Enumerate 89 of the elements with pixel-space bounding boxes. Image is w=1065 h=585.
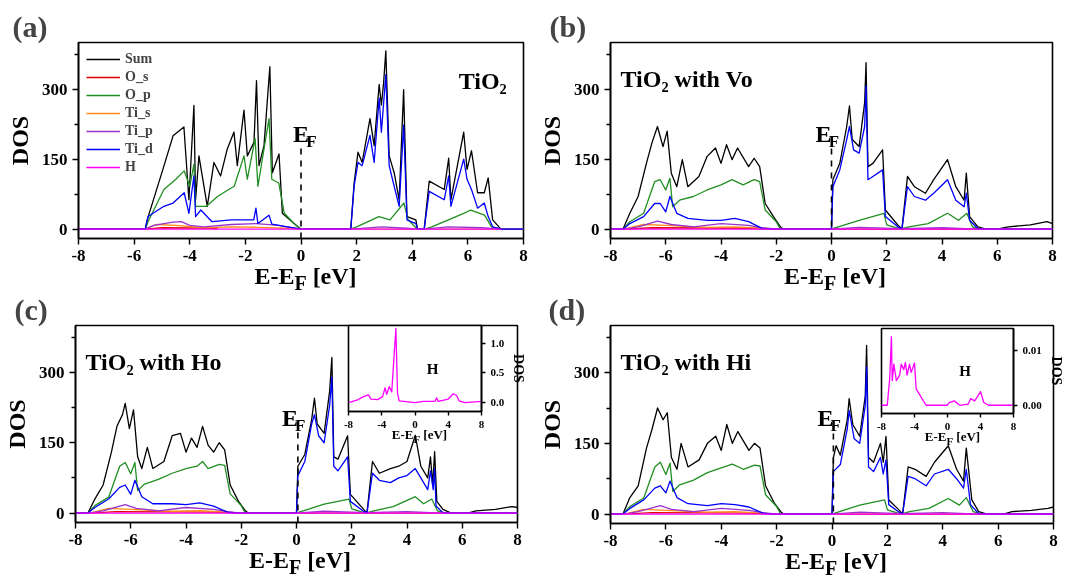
x-axis-title: E-E$_{F}$ [eV]: [923, 429, 981, 448]
legend-label: O_s: [125, 68, 149, 86]
x-tick-label: -6: [658, 245, 673, 265]
y-tick-label: 1.0: [490, 336, 505, 349]
x-tick-label: 8: [1049, 530, 1058, 550]
annotation: TiO₂ with Ho: [85, 348, 222, 375]
x-tick-label: 6: [458, 529, 467, 549]
x-tick-label: 4: [408, 245, 417, 265]
x-tick-label: 6: [993, 245, 1002, 265]
y-tick-label: 0.5: [490, 366, 505, 379]
x-axis-title: E-E$_{F}$ [eV]: [247, 547, 353, 578]
y-tick-label: 150: [574, 149, 600, 169]
x-tick-label: -2: [769, 245, 784, 265]
x-axis-title: E-E$_{F}$ [eV]: [253, 263, 358, 294]
x-tick-label: -4: [178, 529, 194, 549]
x-tick-label: -8: [68, 529, 83, 549]
y-tick-label: 300: [39, 362, 65, 382]
chart-title: (d): [548, 292, 586, 327]
y-tick-label: 150: [574, 433, 600, 453]
x-tick-label: 4: [445, 417, 452, 430]
chart-title: (b): [549, 9, 587, 44]
y-axis-title: DOS: [539, 399, 565, 450]
x-tick-label: -4: [909, 419, 920, 432]
x-tick-label: 0: [292, 529, 301, 549]
y-tick-label: 300: [574, 363, 600, 383]
x-tick-label: -4: [714, 530, 729, 550]
x-tick-label: 8: [1048, 245, 1057, 265]
x-tick-label: 0: [827, 245, 836, 265]
y-axis-title: DOS: [4, 399, 30, 449]
legend-label: Ti_s: [125, 104, 151, 122]
x-tick-label: 8: [519, 245, 528, 265]
x-tick-label: 0: [944, 419, 951, 432]
x-tick-label: 0: [827, 530, 837, 550]
x-tick-label: -8: [603, 530, 618, 550]
x-tick-label: -2: [234, 529, 249, 549]
x-tick-label: 8: [1010, 419, 1017, 432]
annotation: TiO₂ with Hi: [620, 348, 752, 375]
annotation: H: [426, 360, 439, 377]
y-tick-label: 0: [56, 503, 65, 523]
x-axis-title: E-E$_{F}$ [eV]: [782, 263, 888, 294]
x-tick-label: -4: [182, 245, 198, 265]
x-tick-label: -6: [658, 530, 673, 550]
legend-label: Ti_d: [125, 140, 153, 158]
y-tick-label: 300: [42, 79, 68, 99]
y-tick-label: 0: [591, 504, 600, 524]
x-tick-label: -2: [238, 245, 253, 265]
x-tick-label: -8: [603, 245, 618, 265]
y-tick-label: 150: [39, 433, 65, 453]
x-tick-label: 8: [478, 417, 485, 430]
legend-label: H: [125, 158, 137, 176]
x-tick-label: 6: [993, 530, 1003, 550]
x-tick-label: 4: [937, 245, 947, 265]
annotation: H: [959, 363, 972, 379]
x-tick-label: 8: [513, 529, 522, 549]
x-tick-label: 6: [463, 245, 473, 265]
x-tick-label: 0: [296, 245, 306, 265]
x-tick-label: -6: [123, 529, 138, 549]
legend-label: Sum: [125, 50, 153, 68]
x-tick-label: 2: [882, 245, 891, 265]
chart-title: (c): [14, 292, 48, 327]
x-tick-label: 2: [347, 529, 356, 549]
x-tick-label: 2: [352, 245, 361, 265]
y-axis-title: DOS: [7, 115, 33, 166]
x-tick-label: -8: [876, 419, 887, 432]
x-tick-label: 2: [883, 530, 892, 550]
annotation: TiO₂: [458, 67, 507, 94]
y-axis-title: DOS: [539, 115, 565, 166]
y-tick-label: 150: [42, 149, 68, 169]
x-tick-label: -4: [713, 245, 729, 265]
y-tick-label: 0: [59, 219, 68, 239]
y-tick-label: 0.00: [1022, 398, 1043, 411]
y-tick-label: 300: [574, 79, 600, 99]
y-tick-label: 0: [591, 219, 600, 239]
x-tick-label: 4: [938, 530, 948, 550]
x-tick-label: 4: [977, 419, 984, 432]
x-tick-label: -6: [127, 245, 142, 265]
x-tick-label: -8: [343, 417, 354, 430]
x-tick-label: 0: [412, 417, 419, 430]
x-tick-label: 4: [402, 529, 412, 549]
y-tick-label: 0.0: [490, 396, 505, 409]
x-axis-title: E-E$_{F}$ [eV]: [783, 548, 889, 579]
legend-label: O_p: [125, 86, 151, 104]
annotation: TiO₂ with Vo: [620, 65, 753, 92]
legend-label: Ti_p: [125, 122, 153, 140]
x-tick-label: -2: [769, 530, 784, 550]
x-tick-label: -8: [71, 245, 86, 265]
x-tick-label: -4: [377, 417, 387, 430]
y-tick-label: 0.01: [1022, 343, 1042, 356]
chart-title: (a): [12, 9, 48, 44]
